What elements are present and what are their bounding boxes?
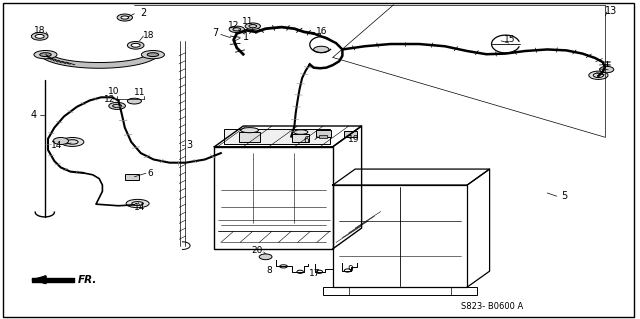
Text: 15: 15: [504, 35, 516, 44]
Ellipse shape: [117, 14, 132, 21]
Text: 8: 8: [266, 266, 271, 275]
Text: 18: 18: [143, 31, 154, 40]
Text: 5: 5: [561, 191, 568, 201]
Bar: [224, 129, 330, 144]
Ellipse shape: [53, 137, 68, 145]
Ellipse shape: [147, 53, 159, 56]
Ellipse shape: [131, 43, 140, 47]
Ellipse shape: [316, 270, 323, 273]
Ellipse shape: [109, 102, 125, 109]
Text: 12: 12: [104, 95, 116, 104]
Text: 6: 6: [303, 137, 308, 145]
Text: 3: 3: [186, 140, 193, 150]
Bar: [214, 147, 333, 249]
Ellipse shape: [259, 254, 272, 260]
Ellipse shape: [600, 66, 614, 73]
Ellipse shape: [245, 23, 260, 29]
Text: 9: 9: [348, 265, 353, 274]
Bar: [239, 132, 260, 142]
Text: 14: 14: [51, 141, 63, 150]
Ellipse shape: [241, 128, 259, 133]
Bar: [316, 130, 331, 137]
Bar: [125, 174, 139, 180]
Ellipse shape: [141, 50, 164, 59]
Ellipse shape: [121, 16, 129, 19]
Ellipse shape: [40, 53, 51, 56]
Text: S823- B0600 A: S823- B0600 A: [461, 302, 523, 311]
Text: 2: 2: [140, 8, 147, 18]
Text: 11: 11: [242, 17, 253, 26]
Ellipse shape: [314, 46, 329, 53]
Text: 14: 14: [134, 203, 145, 212]
Ellipse shape: [126, 199, 149, 208]
Text: 1: 1: [243, 32, 250, 42]
Text: 19: 19: [348, 135, 359, 144]
Ellipse shape: [35, 34, 44, 38]
Bar: [333, 185, 467, 287]
Ellipse shape: [34, 50, 57, 59]
Ellipse shape: [229, 26, 244, 33]
Ellipse shape: [31, 33, 48, 40]
Bar: [344, 131, 357, 137]
Ellipse shape: [589, 71, 608, 79]
Text: 20: 20: [252, 246, 263, 255]
Polygon shape: [40, 54, 159, 68]
Text: 7: 7: [212, 28, 218, 39]
Text: 16: 16: [316, 27, 327, 36]
Text: 13: 13: [605, 6, 618, 16]
Polygon shape: [32, 276, 46, 284]
Bar: [319, 135, 327, 138]
Ellipse shape: [280, 265, 287, 268]
Text: 6: 6: [148, 169, 153, 178]
Text: 18: 18: [34, 26, 45, 35]
Text: 10: 10: [108, 87, 120, 96]
Bar: [292, 134, 309, 142]
Ellipse shape: [127, 41, 144, 49]
Text: FR.: FR.: [78, 275, 97, 285]
Ellipse shape: [344, 269, 351, 272]
Text: 17: 17: [309, 269, 321, 278]
Text: 11: 11: [134, 88, 145, 97]
Ellipse shape: [294, 130, 308, 134]
Text: 12: 12: [228, 21, 239, 30]
Text: 4: 4: [30, 110, 36, 120]
Ellipse shape: [297, 270, 303, 273]
Ellipse shape: [127, 98, 141, 104]
Bar: [323, 287, 477, 295]
Ellipse shape: [61, 137, 84, 146]
